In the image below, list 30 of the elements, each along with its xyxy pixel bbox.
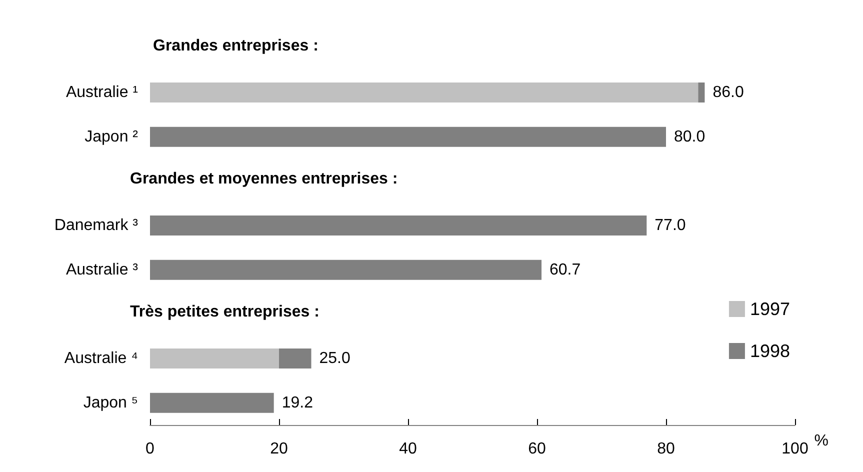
annotation: Grandes entreprises : <box>153 38 318 55</box>
data-label: 60.7 <box>550 261 581 278</box>
bar <box>150 392 274 413</box>
data-label: 25.0 <box>319 350 350 367</box>
x-tick-label: 20 <box>270 440 288 458</box>
y-tick-label: Japon ⁵ <box>83 394 138 412</box>
y-tick-label: Japon ² <box>84 128 139 146</box>
legend-label: 1998 <box>750 341 790 361</box>
data-label: 86.0 <box>712 84 744 101</box>
bar <box>150 216 647 236</box>
bar <box>150 126 666 147</box>
data-label: 77.0 <box>654 217 686 234</box>
data-label: 80.0 <box>674 128 706 146</box>
y-tick-label: Australie ¹ <box>66 84 138 101</box>
x-tick-label: 0 <box>146 440 155 458</box>
x-tick-label: 60 <box>528 440 546 458</box>
x-axis-title: % <box>814 432 828 450</box>
bar <box>150 82 698 102</box>
legend-label: 1997 <box>750 299 790 319</box>
bar <box>150 260 542 280</box>
y-tick-label: Australie ³ <box>66 261 139 278</box>
annotation: Grandes et moyennes entreprises : <box>130 170 398 188</box>
bar <box>150 348 279 368</box>
y-tick-label: Danemark ³ <box>54 217 139 234</box>
data-label: 19.2 <box>282 394 314 412</box>
x-tick-label: 40 <box>399 440 417 458</box>
x-tick-label: 80 <box>657 440 675 458</box>
x-tick-label: 100 <box>782 440 808 458</box>
annotation: Très petites entreprises : <box>130 304 320 321</box>
y-tick-label: Australie ⁴ <box>64 350 138 367</box>
